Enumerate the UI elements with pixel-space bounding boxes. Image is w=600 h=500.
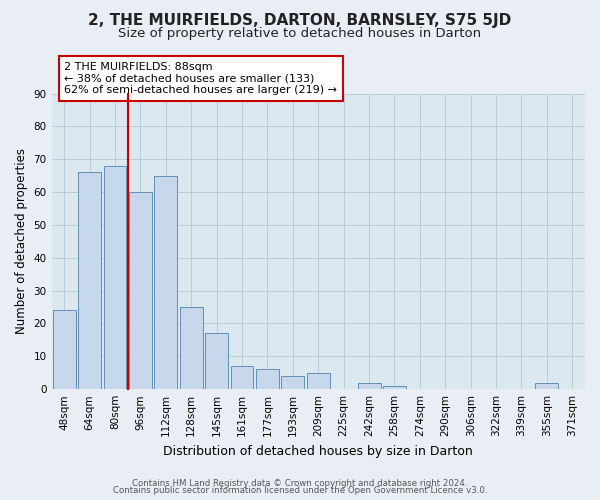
Bar xyxy=(383,386,406,389)
Text: Contains HM Land Registry data © Crown copyright and database right 2024.: Contains HM Land Registry data © Crown c… xyxy=(132,478,468,488)
Bar xyxy=(281,376,304,389)
Bar xyxy=(53,310,76,389)
Text: 2, THE MUIRFIELDS, DARTON, BARNSLEY, S75 5JD: 2, THE MUIRFIELDS, DARTON, BARNSLEY, S75… xyxy=(88,12,512,28)
Bar xyxy=(535,382,559,389)
X-axis label: Distribution of detached houses by size in Darton: Distribution of detached houses by size … xyxy=(163,444,473,458)
Bar xyxy=(307,373,330,389)
Y-axis label: Number of detached properties: Number of detached properties xyxy=(15,148,28,334)
Bar xyxy=(78,172,101,389)
Bar xyxy=(358,382,380,389)
Bar xyxy=(154,176,177,389)
Text: Size of property relative to detached houses in Darton: Size of property relative to detached ho… xyxy=(118,28,482,40)
Bar xyxy=(104,166,127,389)
Bar xyxy=(180,307,203,389)
Bar xyxy=(256,370,279,389)
Bar xyxy=(205,334,228,389)
Bar xyxy=(129,192,152,389)
Text: 2 THE MUIRFIELDS: 88sqm
← 38% of detached houses are smaller (133)
62% of semi-d: 2 THE MUIRFIELDS: 88sqm ← 38% of detache… xyxy=(64,62,337,95)
Bar xyxy=(230,366,253,389)
Text: Contains public sector information licensed under the Open Government Licence v3: Contains public sector information licen… xyxy=(113,486,487,495)
